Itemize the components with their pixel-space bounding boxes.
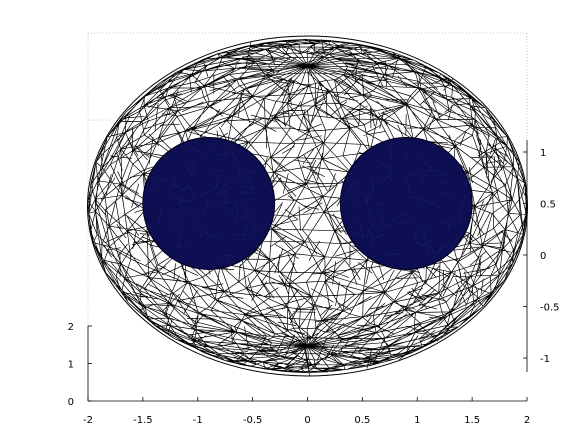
x-tick-label: 1.5 xyxy=(464,415,480,425)
x-tick-label: -2 xyxy=(83,415,93,425)
axes-frame-grid xyxy=(87,32,528,326)
z-tick-label: -0.5 xyxy=(540,303,560,314)
sphere-2 xyxy=(339,137,473,270)
y-axis: 0 1 2 xyxy=(68,322,92,408)
x-tick-label: -1.5 xyxy=(133,415,153,425)
x-tick-label: 0 xyxy=(304,415,310,425)
z-axis: 1 0.5 0 -0.5 -1 xyxy=(523,140,560,372)
mesh-outline xyxy=(87,35,528,377)
x-tick-label: -0.5 xyxy=(243,415,263,425)
y-tick-label: 2 xyxy=(68,322,74,333)
x-axis: -2 -1.5 -1 -0.5 0 0.5 1 1.5 2 xyxy=(83,397,530,425)
inner-spheres xyxy=(142,137,473,270)
z-tick-label: 0 xyxy=(540,251,546,262)
x-tick-label: 1 xyxy=(414,415,420,425)
z-tick-label: 0.5 xyxy=(540,200,556,211)
z-tick-label: -1 xyxy=(540,354,550,365)
y-tick-label: 0 xyxy=(68,397,74,408)
x-tick-label: 2 xyxy=(524,415,530,425)
z-tick-label: 1 xyxy=(540,148,546,159)
axes: -2 -1.5 -1 -0.5 0 0.5 1 1.5 2 0 1 2 1 0.5 0 -0.5 -1 xyxy=(68,140,560,425)
y-tick-label: 1 xyxy=(68,360,74,371)
x-tick-label: -1 xyxy=(193,415,203,425)
x-tick-label: 0.5 xyxy=(354,415,370,425)
sphere-1 xyxy=(142,137,276,270)
